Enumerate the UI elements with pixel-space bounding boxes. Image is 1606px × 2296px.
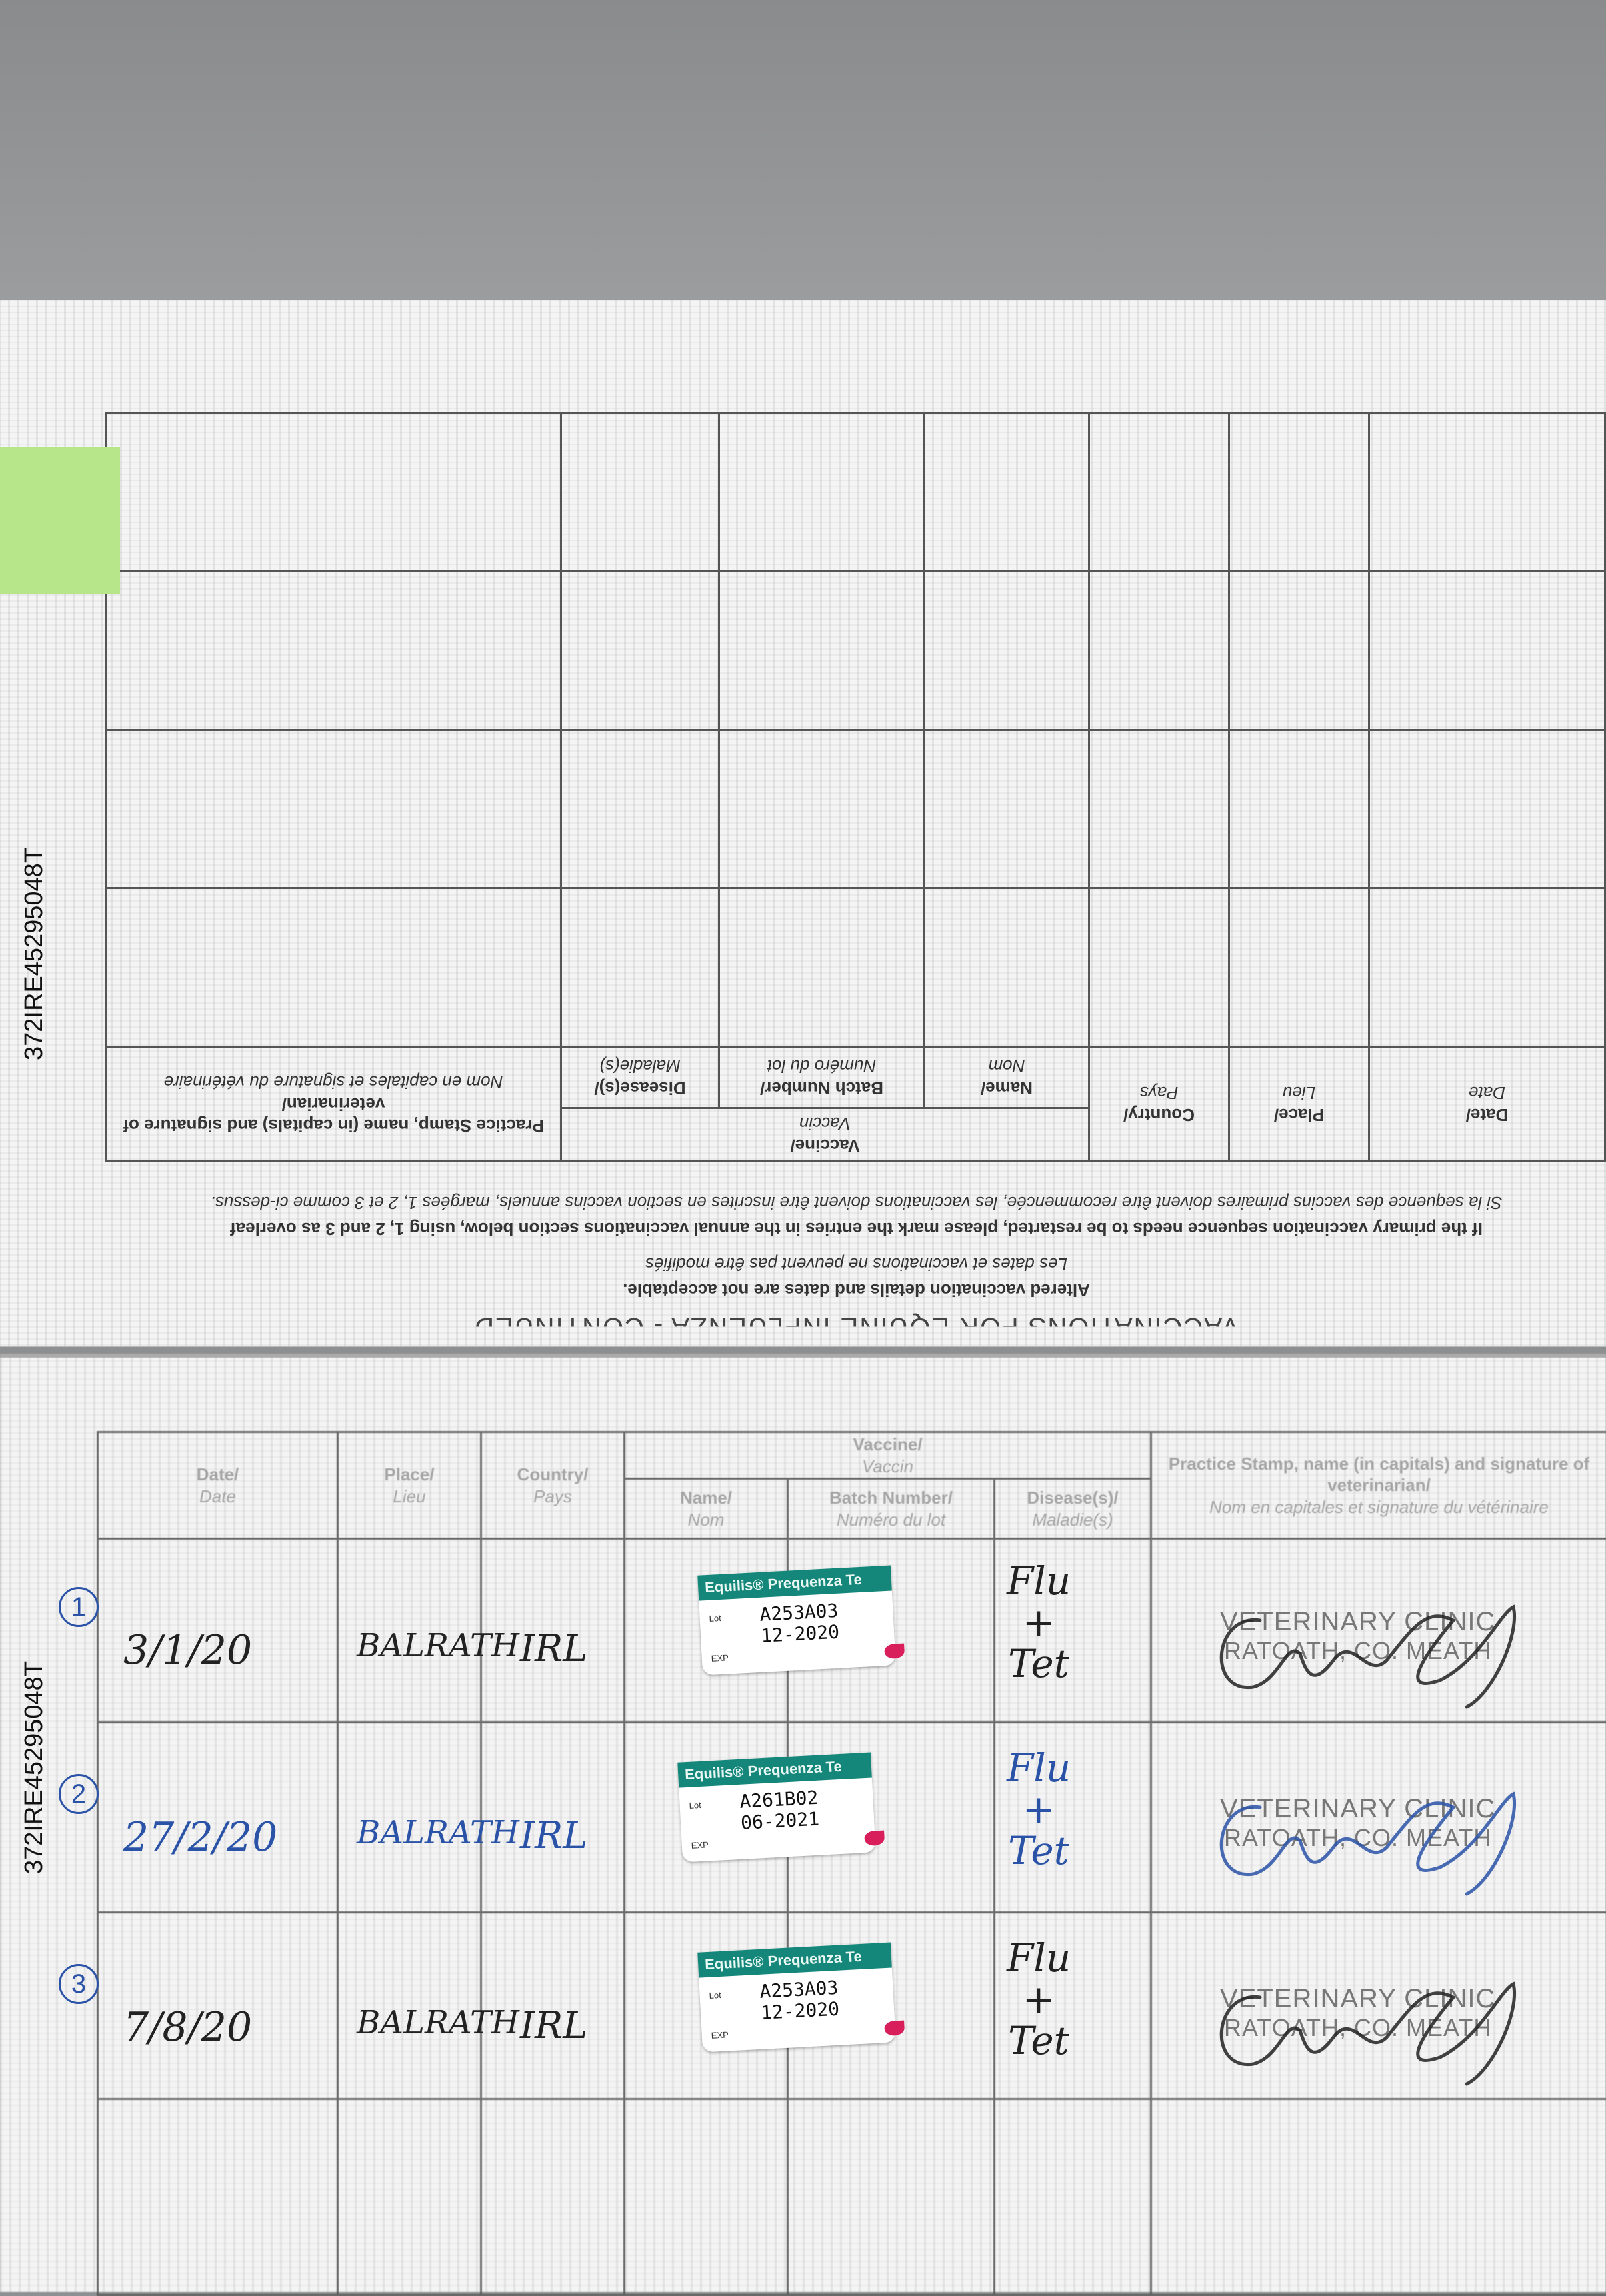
entry-diseases: Flu + Tet bbox=[1007, 1745, 1071, 1873]
vaccination-table-empty: Date/Date Place/Lieu Country/Pays Vaccin… bbox=[105, 412, 1606, 1162]
header-place: Place/Lieu bbox=[1229, 1046, 1369, 1162]
sequence-marker: 3 bbox=[59, 1964, 99, 2004]
entry-place: BALRATH bbox=[357, 1627, 519, 1664]
exp-label: EXP bbox=[691, 1839, 709, 1851]
entry-country: IRL bbox=[520, 1627, 588, 1670]
entry-country: IRL bbox=[520, 1814, 588, 1857]
expiry-date: 12-2020 bbox=[760, 1620, 840, 1647]
practice-stamp: VETERINARY CLINIC RATOATH, CO. MEATH bbox=[1220, 1607, 1496, 1664]
header-country: Country/Pays bbox=[1089, 1046, 1229, 1162]
lot-label: Lot bbox=[709, 1989, 722, 2001]
sequence-marker: 2 bbox=[59, 1774, 99, 1814]
page-heading: VACCINATIONS FOR EQUINE INFLUENZA - CONT… bbox=[473, 1312, 1239, 1342]
header-vaccine: Vaccine/Vaccin bbox=[623, 1431, 1153, 1480]
header-date: Date/Date bbox=[1369, 1046, 1605, 1162]
header-date: Date/Date bbox=[97, 1431, 339, 1540]
entry-diseases: Flu + Tet bbox=[1007, 1935, 1071, 2063]
header-stamp: Practice Stamp, name (in capitals) and s… bbox=[105, 1046, 561, 1162]
vaccine-sticker: Equilis® Prequenza Te Lot EXP A253A03 12-… bbox=[697, 1565, 905, 1676]
restart-fr: Si la sequence des vaccins primaires doi… bbox=[210, 1193, 1503, 1213]
exp-label: EXP bbox=[711, 1652, 729, 1664]
entry-place: BALRATH bbox=[357, 1814, 519, 1851]
header-place: Place/Lieu bbox=[337, 1431, 482, 1540]
vet-signature bbox=[1219, 1791, 1516, 1896]
header-name: Name/Nom bbox=[623, 1478, 789, 1540]
document-id-lower: 372IRE45295048T bbox=[20, 1660, 48, 1874]
restart-en: If the primary vaccination sequence need… bbox=[230, 1219, 1483, 1239]
expiry-date: 12-2020 bbox=[760, 1997, 840, 2024]
vet-signature bbox=[1219, 1981, 1516, 2086]
notes: Altered vaccination details and dates ar… bbox=[107, 1187, 1606, 1306]
entry-date: 3/1/20 bbox=[123, 1627, 253, 1674]
practice-stamp: VETERINARY CLINIC RATOATH, CO. MEATH bbox=[1220, 1984, 1496, 2041]
notice-fr: Les dates et vaccinations ne peuvent pas… bbox=[645, 1254, 1068, 1274]
entry-country: IRL bbox=[520, 2004, 588, 2047]
header-name: Name/Nom bbox=[924, 1046, 1089, 1108]
header-disease: Disease(s)/Maladie(s) bbox=[561, 1046, 719, 1108]
entry-place: BALRATH bbox=[357, 2004, 519, 2041]
header-batch: Batch Number/Numéro du lot bbox=[787, 1478, 995, 1540]
vaccination-table: Date/Date Place/Lieu Country/Pays Vaccin… bbox=[97, 1431, 1606, 2296]
sequence-marker: 1 bbox=[59, 1587, 99, 1627]
header-stamp: Practice Stamp, name (in capitals) and s… bbox=[1150, 1431, 1606, 1540]
lot-label: Lot bbox=[709, 1612, 722, 1624]
vaccine-sticker: Equilis® Prequenza Te Lot EXP A253A03 12-… bbox=[697, 1942, 905, 2053]
entry-date: 27/2/20 bbox=[123, 1814, 278, 1861]
vaccine-sticker: Equilis® Prequenza Te Lot EXP A261B02 06-… bbox=[677, 1752, 885, 1863]
practice-stamp: VETERINARY CLINIC RATOATH, CO. MEATH bbox=[1220, 1794, 1496, 1851]
vet-signature bbox=[1219, 1604, 1516, 1709]
green-sticky-tab bbox=[0, 447, 120, 594]
entry-diseases: Flu + Tet bbox=[1007, 1558, 1071, 1686]
notice-en: Altered vaccination details and dates ar… bbox=[623, 1280, 1090, 1300]
scanner-background bbox=[0, 0, 1606, 313]
entry-date: 7/8/20 bbox=[123, 2004, 253, 2051]
upper-page: VACCINATIONS FOR EQUINE INFLUENZA - CONT… bbox=[0, 300, 1606, 1347]
header-vaccine: Vaccine/Vaccin bbox=[561, 1108, 1089, 1162]
header-country: Country/Pays bbox=[480, 1431, 625, 1540]
header-batch: Batch Number/Numéro du lot bbox=[719, 1046, 925, 1108]
header-disease: Disease(s)/Maladie(s) bbox=[993, 1478, 1153, 1540]
document-id-upper: 372IRE45295048T bbox=[20, 847, 48, 1060]
lot-label: Lot bbox=[689, 1799, 702, 1811]
expiry-date: 06-2021 bbox=[740, 1807, 820, 1834]
exp-label: EXP bbox=[711, 2029, 729, 2041]
